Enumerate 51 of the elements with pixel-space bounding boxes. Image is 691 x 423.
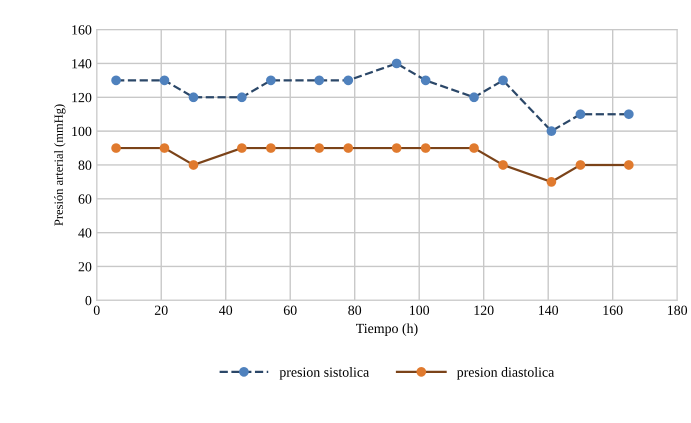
x-tick-label: 60 [284,306,297,315]
x-tick-label: 160 [603,306,623,315]
point [420,76,431,86]
point [236,92,247,102]
x-axis-title: Tiempo (h) [356,323,418,336]
y-tick-label: 80 [78,160,92,170]
point [111,143,121,153]
point [160,143,170,153]
point [188,160,198,170]
x-tick-label: 0 [94,306,100,315]
point [343,76,354,86]
y-tick-label: 20 [78,262,92,272]
x-tick-label: 20 [154,306,168,315]
point [266,143,276,153]
x-tick-label: 180 [668,306,688,315]
y-tick-label: 40 [78,228,92,238]
x-tick-label: 100 [410,306,430,315]
x-tick-label: 120 [474,306,494,315]
point [111,76,121,86]
point [546,126,556,136]
legend-label: presion diastolica [456,367,554,380]
point [498,160,508,170]
point [498,76,508,86]
point [576,109,586,120]
point [469,92,479,102]
point [469,143,479,153]
point [624,109,634,120]
y-axis-title: Presión arterial (mmHg) [54,104,66,226]
point [314,143,324,153]
point [266,76,276,86]
y-tick-label: 140 [72,59,92,68]
point [392,143,402,153]
x-tick-label: 80 [348,306,362,315]
y-tick-label: 60 [78,194,92,204]
y-tick-label: 160 [72,25,92,35]
point [343,143,354,153]
point [392,58,402,68]
point [236,143,247,153]
y-tick-label: 100 [72,126,92,136]
y-tick-label: 0 [85,296,92,306]
point [188,92,198,102]
x-tick-label: 40 [219,306,232,315]
legend-label: presion sistolica [280,367,370,380]
point [576,160,586,170]
point [546,177,556,187]
point [160,76,170,86]
y-tick-label: 120 [72,92,92,102]
point [314,76,324,86]
point [420,143,431,153]
point [624,160,634,170]
x-tick-label: 140 [539,306,558,315]
